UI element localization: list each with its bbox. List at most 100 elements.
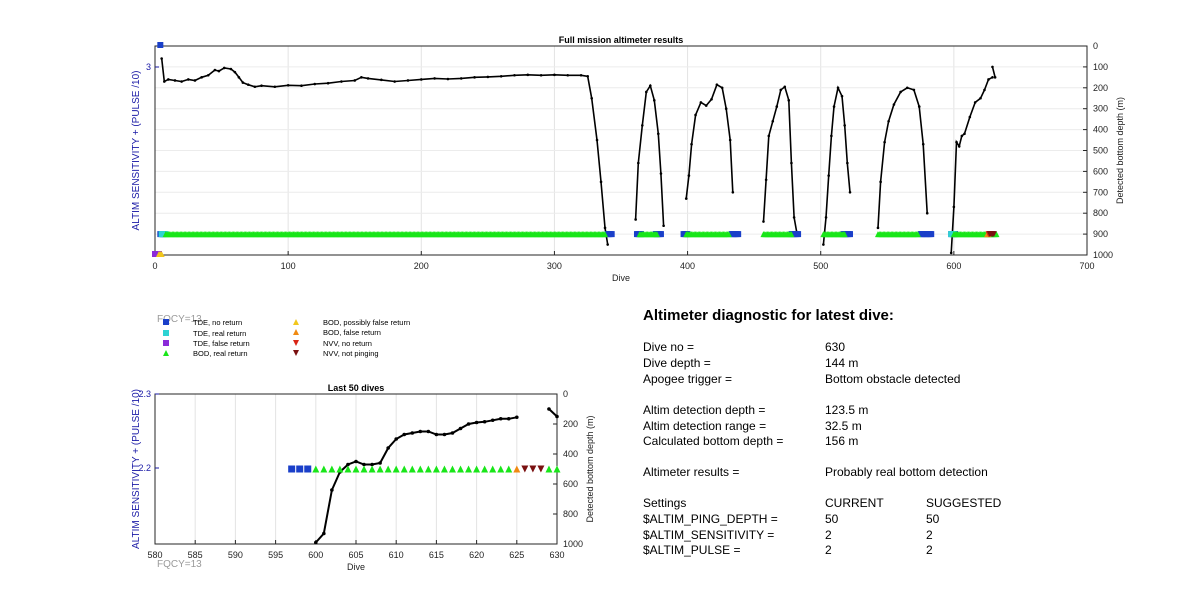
chart-title: Last 50 dives (328, 383, 385, 393)
depth-point (912, 88, 916, 92)
depth-point (606, 243, 609, 246)
depth-point (731, 191, 735, 194)
right-tick-label: 100 (1093, 62, 1108, 72)
depth-point (652, 99, 656, 102)
status-marker (795, 231, 802, 238)
status-marker (537, 465, 545, 473)
depth-point (394, 437, 399, 441)
depth-point (553, 73, 556, 77)
depth-point (792, 216, 796, 219)
depth-point (710, 97, 713, 101)
legend-marker (293, 329, 299, 335)
altimeter-results-label: Altimeter results = (643, 465, 740, 479)
depth-point (963, 132, 966, 136)
depth-point (767, 134, 771, 138)
status-marker (368, 465, 376, 473)
status-marker (602, 231, 609, 238)
left-axis-label: ALTIM SENSITIVITY + (PULSE /10) (131, 389, 142, 549)
depth-point (378, 461, 382, 465)
status-marker (841, 231, 848, 238)
status-marker (735, 231, 742, 238)
dive-depth-label: Dive depth = (643, 356, 711, 370)
depth-point (206, 73, 210, 77)
depth-point (764, 178, 768, 182)
right-tick-label: 600 (563, 479, 578, 489)
depth-point (656, 132, 660, 136)
depth-point (634, 218, 637, 221)
depth-point (566, 73, 570, 77)
legend-label: BOD, real return (193, 349, 248, 358)
status-marker (608, 231, 615, 238)
legend-label: TDE, false return (193, 339, 250, 348)
depth-point (513, 73, 516, 77)
depth-point (490, 418, 495, 423)
depth-line (634, 83, 665, 226)
depth-point (386, 446, 390, 450)
altim-detection-range-value: 32.5 m (825, 419, 862, 433)
depth-point (362, 462, 366, 467)
depth-line (548, 408, 558, 418)
status-marker (344, 465, 352, 473)
depth-point (273, 85, 277, 89)
status-marker (336, 465, 344, 473)
status-marker (465, 465, 473, 473)
legend-label: BOD, false return (323, 328, 381, 337)
status-marker (473, 465, 481, 473)
depth-point (393, 80, 396, 83)
depth-point (960, 134, 964, 138)
right-tick-label: 900 (1093, 229, 1108, 239)
x-tick-label: 300 (547, 261, 562, 271)
depth-point (762, 220, 765, 223)
depth-point (771, 119, 775, 123)
depth-point (775, 105, 779, 108)
depth-point (434, 432, 439, 437)
depth-point (690, 142, 693, 146)
depth-point (326, 81, 330, 85)
depth-point (846, 161, 849, 165)
depth-point (246, 83, 250, 86)
depth-point (300, 84, 303, 88)
right-tick-label: 200 (563, 419, 578, 429)
depth-point (186, 78, 190, 81)
depth-point (979, 96, 982, 100)
depth-point (360, 76, 363, 79)
depth-point (684, 197, 688, 200)
right-tick-label: 300 (1093, 104, 1108, 114)
right-axis-label: Detected bottom depth (m) (1115, 97, 1125, 204)
status-marker (545, 465, 553, 473)
depth-point (836, 86, 840, 90)
status-marker (432, 465, 440, 473)
depth-point (213, 68, 217, 72)
depth-point (260, 84, 263, 88)
status-marker (408, 465, 416, 473)
depth-point (840, 94, 844, 98)
depth-point (824, 216, 828, 219)
right-tick-label: 600 (1093, 166, 1108, 176)
setting-current: 2 (825, 543, 832, 557)
status-marker (424, 465, 432, 473)
depth-point (466, 422, 471, 426)
depth-point (473, 76, 476, 79)
apogee-value: Bottom obstacle detected (825, 372, 961, 386)
depth-point (459, 77, 463, 80)
setting-name: $ALTIM_PULSE = (643, 543, 741, 557)
status-marker (304, 465, 312, 473)
depth-point (346, 462, 350, 467)
setting-name: $ALTIM_SENSITIVITY = (643, 528, 775, 542)
dive-depth-value: 144 m (825, 356, 859, 370)
x-tick-label: 610 (389, 550, 404, 560)
legend-marker (163, 350, 169, 356)
depth-point (426, 429, 431, 434)
diagnostic-title: Altimeter diagnostic for latest dive: (643, 307, 894, 324)
depth-point (662, 224, 665, 228)
chart-title: Full mission altimeter results (559, 35, 684, 45)
depth-point (446, 77, 450, 81)
status-marker (296, 465, 304, 473)
status-marker (521, 465, 529, 473)
setting-current: 50 (825, 512, 839, 526)
depth-point (286, 83, 290, 87)
depth-point (724, 107, 728, 110)
depth-point (641, 124, 644, 127)
calculated-bottom-depth-label: Calculated bottom depth = (643, 434, 784, 448)
